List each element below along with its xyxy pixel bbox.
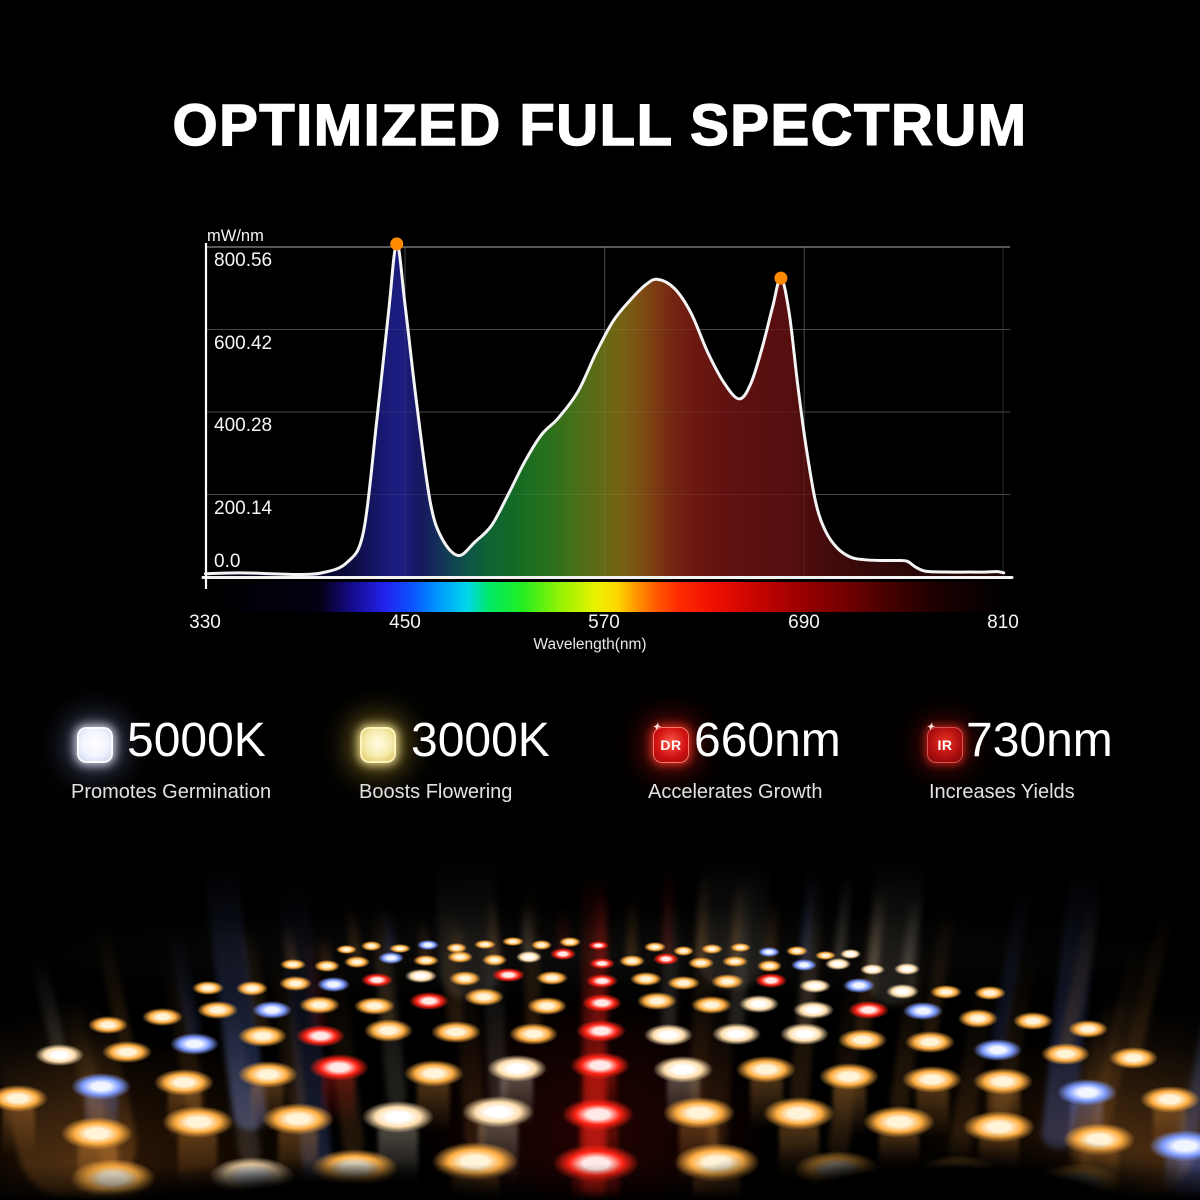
rainbow-bar: [205, 582, 1004, 612]
chip-text: DR: [660, 737, 682, 753]
x-tick: 690: [788, 612, 820, 633]
x-tick: 810: [987, 612, 1019, 633]
white-led-icon: [77, 727, 113, 763]
feature-value: 660nm: [694, 714, 841, 767]
photo-vignette: [0, 840, 1200, 1200]
feature-label: Accelerates Growth: [648, 781, 823, 803]
sparkle-icon: ✦: [926, 722, 935, 733]
feature-value: 730nm: [966, 714, 1113, 767]
y-tick: 400.28: [214, 415, 273, 436]
led-panel-photo: [0, 840, 1200, 1200]
x-tick: 570: [588, 612, 620, 633]
feature-label: Promotes Germination: [71, 781, 272, 803]
y-tick: 0.0: [214, 551, 241, 572]
infrared-led-icon: ✦ IR: [926, 722, 963, 763]
spectrum-curve: [204, 242, 1006, 577]
y-tick: 200.14: [214, 498, 273, 519]
sparkle-icon: ✦: [652, 722, 661, 733]
chip-text: IR: [937, 737, 953, 753]
feature-value: 5000K: [127, 714, 266, 767]
feature-label: Boosts Flowering: [359, 781, 513, 803]
y-tick: 800.56: [214, 250, 273, 271]
feature-value: 3000K: [411, 714, 550, 767]
x-axis-label: Wavelength(nm): [533, 636, 647, 653]
x-tick: 330: [189, 612, 221, 633]
spectrum-chart: [201, 237, 1014, 612]
y-axis-label: mW/nm: [207, 227, 264, 245]
peak-marker: [390, 237, 404, 251]
spectrum-fill: [205, 243, 1004, 577]
page-title: OPTIMIZED FULL SPECTRUM: [172, 92, 1028, 158]
feature-label: Increases Yields: [929, 781, 1075, 803]
peak-marker: [774, 271, 788, 285]
yellow-led-icon: [360, 727, 396, 763]
x-tick: 450: [389, 612, 421, 633]
deep-red-led-icon: ✦ DR: [652, 722, 689, 763]
y-tick: 600.42: [214, 333, 273, 354]
